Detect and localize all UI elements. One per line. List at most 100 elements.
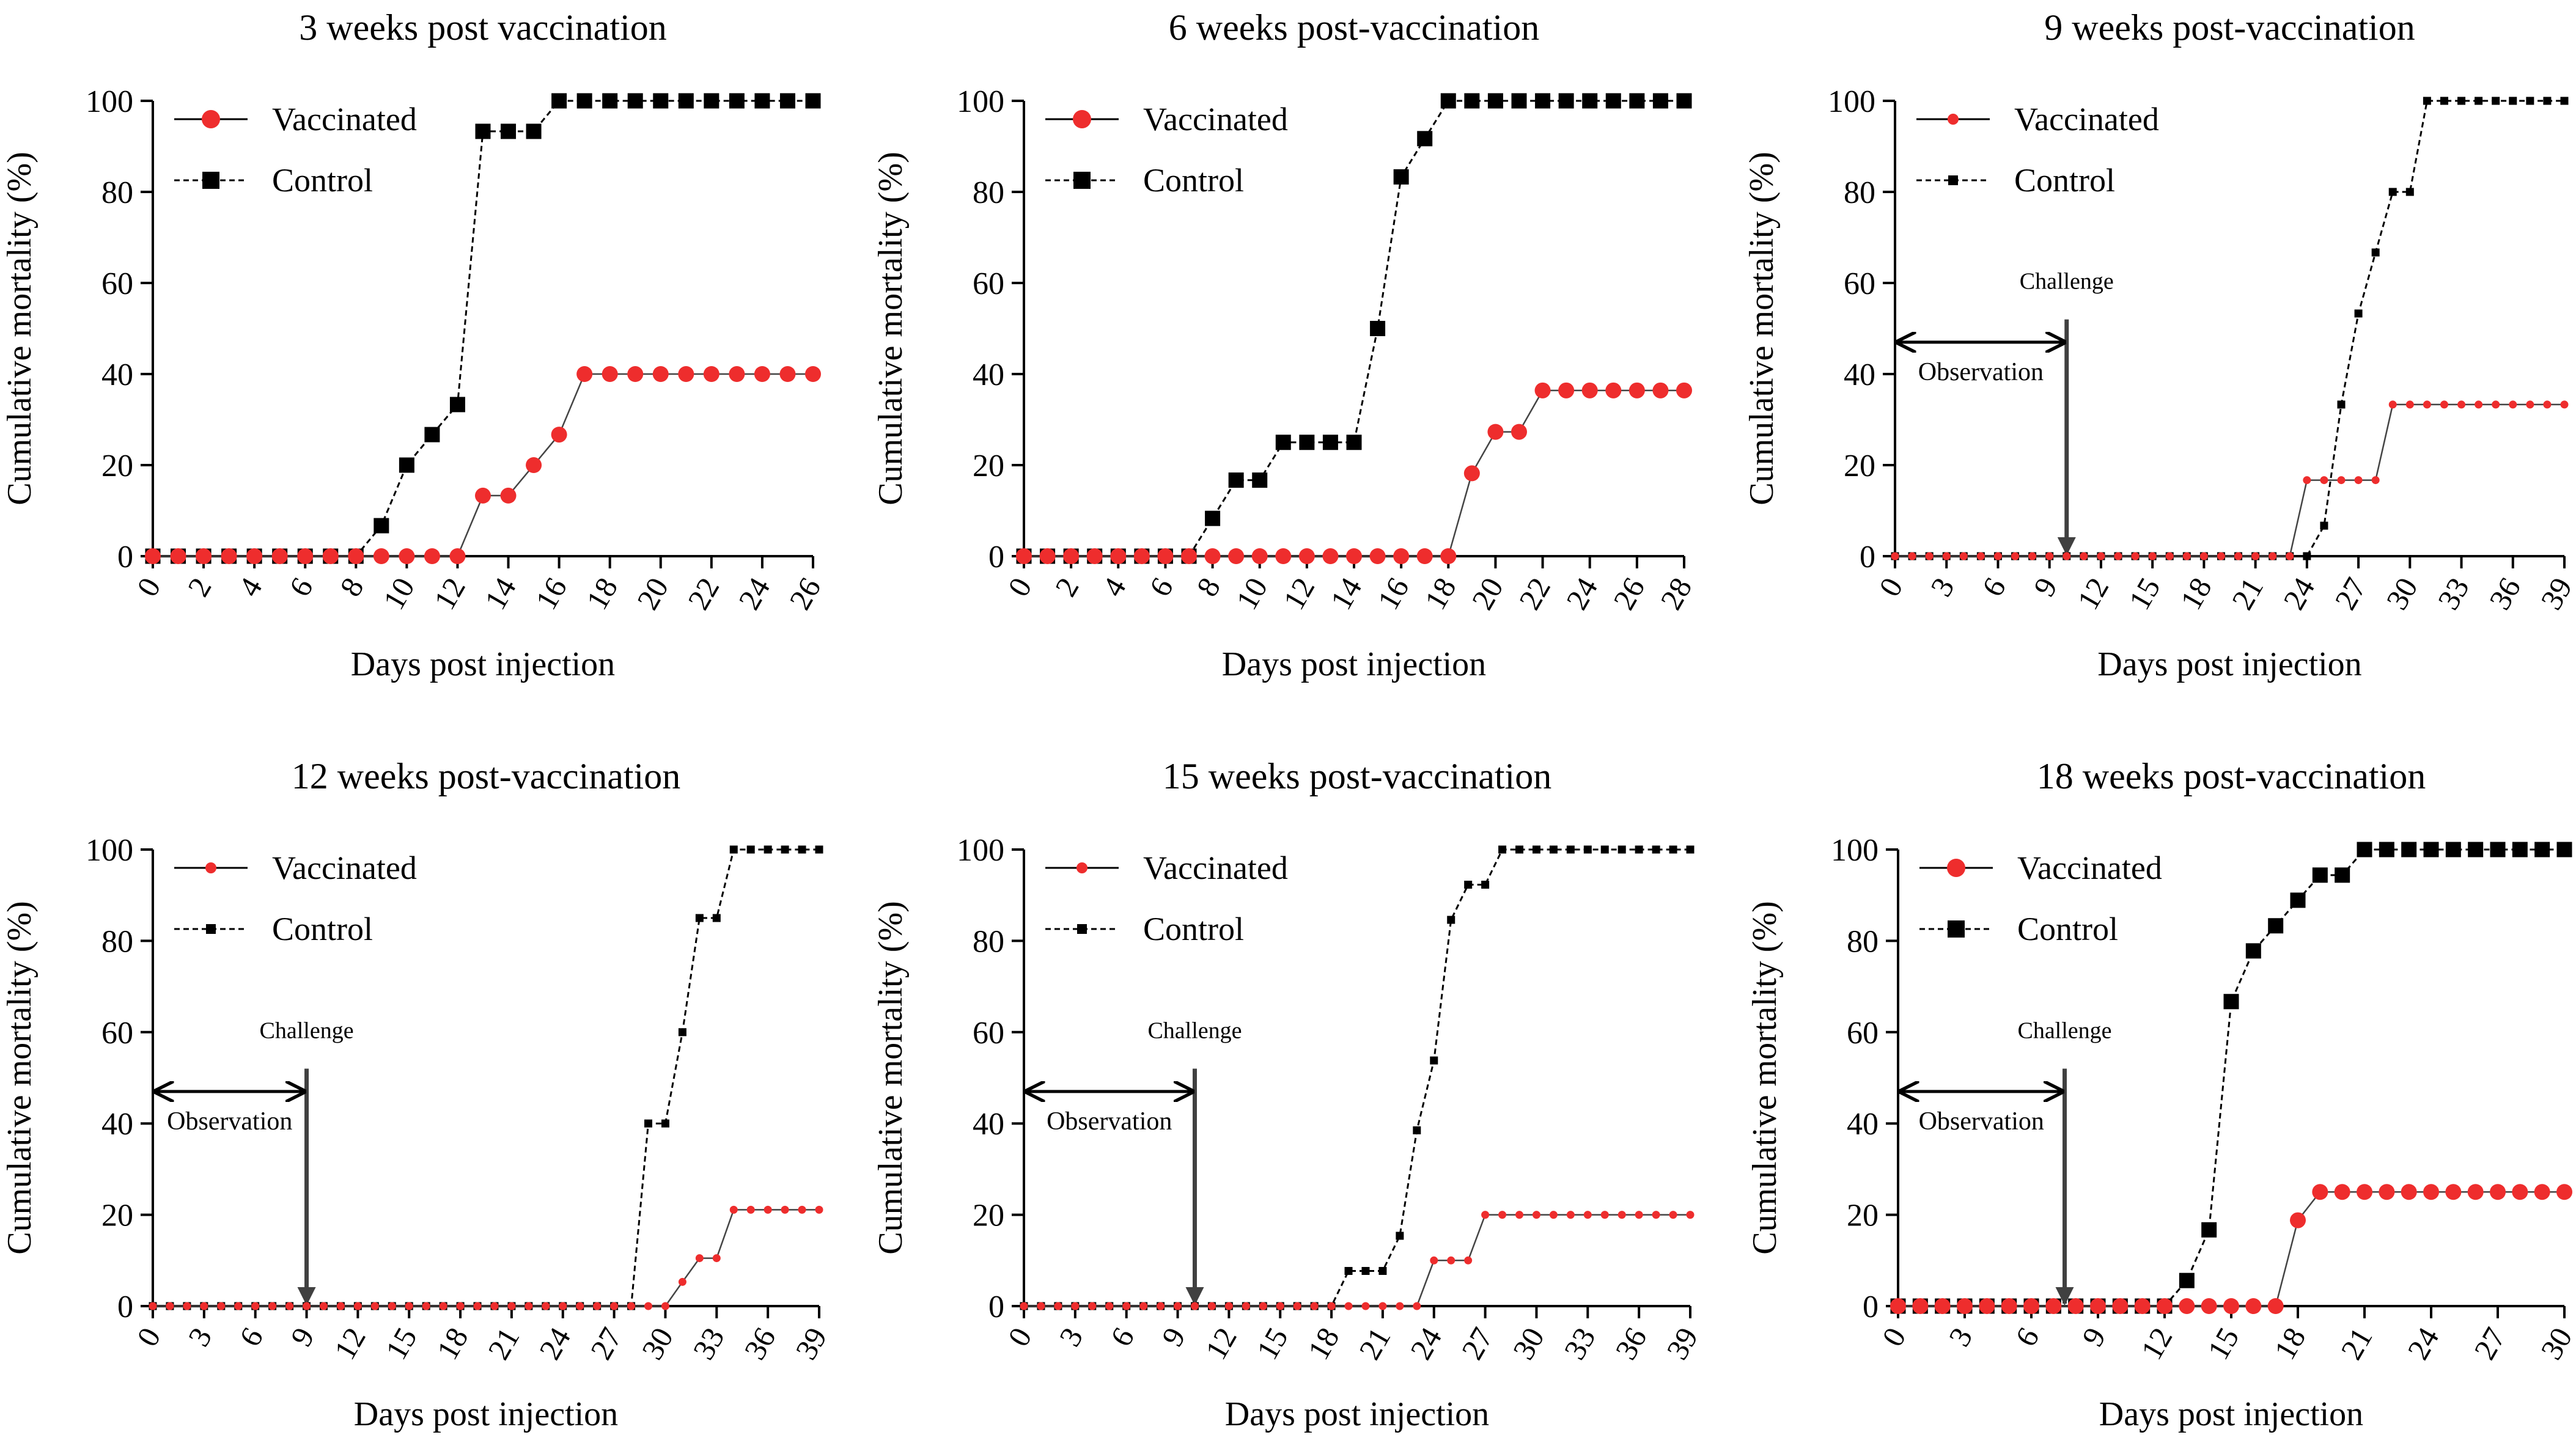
control-data-point	[2468, 842, 2484, 857]
control-data-point	[1511, 93, 1527, 109]
vaccinated-data-point	[1110, 548, 1127, 564]
vaccinated-data-point	[475, 487, 491, 504]
x-tick-label: 12	[1276, 572, 1321, 615]
control-data-point	[449, 397, 465, 413]
vaccinated-data-point	[2312, 1184, 2328, 1200]
vaccinated-data-point	[1416, 548, 1433, 564]
control-data-point	[704, 93, 719, 109]
control-data-point	[1346, 435, 1362, 450]
vaccinated-data-point	[2251, 552, 2260, 560]
control-data-point	[1605, 93, 1621, 109]
legend-vaccinated-marker	[1947, 859, 1965, 877]
vaccinated-data-point	[2290, 1212, 2306, 1228]
vaccinated-data-point	[2148, 552, 2157, 560]
control-data-point	[712, 914, 721, 922]
vaccinated-data-point	[251, 1302, 260, 1310]
y-tick-label: 100	[957, 833, 1004, 868]
y-tick-label: 20	[1844, 449, 1875, 483]
vaccinated-data-point	[2423, 400, 2431, 409]
x-tick-label: 12	[2134, 1322, 2179, 1365]
vaccinated-data-point	[2357, 1184, 2372, 1200]
vaccinated-data-point	[1037, 1302, 1045, 1310]
vaccinated-data-point	[1993, 552, 2002, 560]
control-data-point	[1635, 845, 1643, 854]
vaccinated-data-point	[1890, 1298, 1906, 1314]
vaccinated-data-point	[2023, 1298, 2039, 1314]
x-tick-label: 15	[2122, 572, 2166, 615]
legend-vaccinated-label: Vaccinated	[2017, 850, 2162, 886]
vaccinated-series-line	[153, 373, 813, 557]
vaccinated-data-point	[1157, 1302, 1165, 1310]
x-tick-label: 33	[1557, 1322, 1602, 1365]
vaccinated-data-point	[1190, 1302, 1199, 1310]
vaccinated-data-point	[1016, 548, 1032, 564]
x-tick-label: 27	[2467, 1322, 2512, 1365]
x-tick-label: 0	[1001, 572, 1039, 603]
vaccinated-data-point	[2354, 476, 2363, 485]
y-tick-label: 100	[86, 84, 133, 119]
vaccinated-data-point	[424, 548, 440, 564]
legend-control-marker	[1948, 920, 1965, 938]
vaccinated-data-point	[2490, 1184, 2506, 1200]
vaccinated-data-point	[449, 548, 466, 564]
vaccinated-data-point	[2157, 1298, 2173, 1314]
y-tick-label: 80	[973, 175, 1004, 210]
vaccinated-data-point	[1276, 1302, 1284, 1310]
y-tick-label: 20	[101, 449, 133, 483]
vaccinated-data-point	[2090, 1298, 2106, 1314]
y-tick-label: 20	[101, 1199, 133, 1233]
x-tick-label: 24	[732, 572, 776, 615]
control-data-point	[2405, 188, 2414, 196]
control-data-point	[678, 1028, 686, 1037]
x-tick-label: 20	[630, 572, 675, 615]
control-data-point	[779, 93, 795, 109]
y-tick-label: 80	[1847, 924, 1879, 959]
vaccinated-data-point	[1959, 552, 1968, 560]
vaccinated-data-point	[1413, 1302, 1421, 1310]
vaccinated-data-point	[388, 1302, 396, 1310]
control-data-point	[815, 845, 823, 854]
vaccinated-data-point	[490, 1302, 499, 1310]
control-series-line	[1895, 100, 2564, 557]
x-axis-label: Days post injection	[1222, 645, 1486, 683]
vaccinated-data-point	[2556, 1184, 2572, 1200]
vaccinated-data-point	[473, 1302, 482, 1310]
vaccinated-data-point	[1515, 1211, 1524, 1219]
x-tick-label: 6	[2009, 1322, 2046, 1353]
y-tick-label: 100	[1831, 833, 1879, 868]
vaccinated-data-point	[271, 548, 288, 564]
control-data-point	[2354, 309, 2363, 318]
legend-control-label: Control	[272, 911, 373, 947]
vaccinated-data-point	[576, 1302, 584, 1310]
chart-title: 18 weeks post-vaccination	[2037, 756, 2426, 796]
vaccinated-data-point	[373, 548, 389, 564]
y-tick-label: 40	[1844, 358, 1875, 392]
x-tick-label: 20	[1465, 572, 1509, 615]
legend-vaccinated-label: Vaccinated	[1143, 850, 1288, 886]
control-data-point	[2526, 97, 2534, 105]
vaccinated-data-point	[297, 548, 314, 564]
legend-vaccinated-marker	[205, 862, 216, 873]
y-axis-label: Cumulative mortality (%)	[872, 152, 910, 505]
vaccinated-data-point	[2217, 552, 2225, 560]
vaccinated-data-point	[246, 548, 263, 564]
vaccinated-data-point	[2234, 552, 2243, 560]
x-tick-label: 18	[430, 1322, 474, 1365]
vaccinated-data-point	[1581, 382, 1598, 398]
x-tick-label: 21	[481, 1322, 526, 1365]
control-data-point	[2560, 97, 2569, 105]
x-tick-label: 33	[686, 1322, 730, 1365]
vaccinated-data-point	[1912, 1298, 1929, 1314]
control-data-point	[2357, 842, 2372, 857]
control-data-point	[475, 123, 491, 139]
control-data-point	[1275, 435, 1291, 450]
vaccinated-data-point	[1361, 1302, 1370, 1310]
y-tick-label: 0	[117, 1290, 133, 1324]
control-data-point	[2388, 188, 2397, 196]
vaccinated-data-point	[1532, 1211, 1540, 1219]
vaccinated-data-point	[602, 366, 618, 382]
vaccinated-data-point	[610, 1302, 619, 1310]
observation-label: Observation	[1919, 1107, 2044, 1136]
